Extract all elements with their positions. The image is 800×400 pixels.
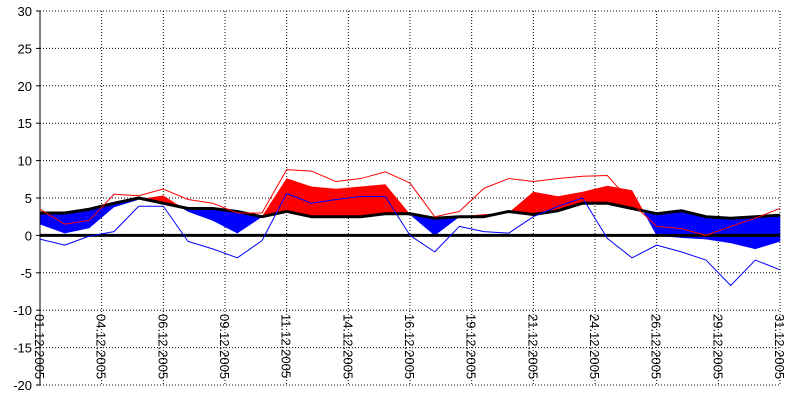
x-tick-label: 09.12.2005 [217, 314, 232, 379]
series-line [39, 169, 781, 236]
x-tick-label: 24.12.2005 [587, 314, 602, 379]
x-tick-label: 19.12.2005 [464, 314, 479, 379]
x-tick-label: 21.12.2005 [525, 314, 540, 379]
series-line [40, 196, 781, 220]
anomaly-fill [755, 214, 781, 250]
x-tick-label: 31.12.2005 [772, 314, 787, 379]
y-tick-label: -10 [13, 303, 32, 318]
anomaly-fill [360, 184, 386, 217]
anomaly-fill [705, 216, 731, 244]
anomaly-fill [385, 183, 410, 214]
x-tick-label: 16.12.2005 [402, 314, 417, 379]
anomaly-fill [39, 212, 65, 234]
anomaly-fill [335, 186, 361, 217]
x-tick-label: 14.12.2005 [340, 314, 355, 379]
y-tick-label: 10 [18, 154, 32, 169]
y-tick-label: -20 [13, 378, 32, 393]
y-tick-label: 5 [25, 191, 32, 206]
y-tick-label: 0 [25, 228, 32, 243]
y-tick-label: 20 [18, 79, 32, 94]
anomaly-fill [730, 216, 756, 250]
y-tick-label: 25 [18, 41, 32, 56]
series-line [39, 193, 781, 287]
x-tick-label: 26.12.2005 [649, 314, 664, 379]
x-tick-label: 04.12.2005 [94, 314, 109, 379]
y-tick-label: -15 [13, 341, 32, 356]
y-tick-label: 30 [18, 4, 32, 19]
x-tick-label: 29.12.2005 [710, 314, 725, 379]
anomaly-fill [187, 208, 213, 221]
y-tick-label: 15 [18, 116, 32, 131]
y-tick-label: -5 [20, 266, 32, 281]
anomaly-fill [434, 216, 461, 236]
x-tick-label: 11.12.2005 [279, 314, 294, 378]
x-tick-label: 06.12.2005 [155, 314, 170, 379]
